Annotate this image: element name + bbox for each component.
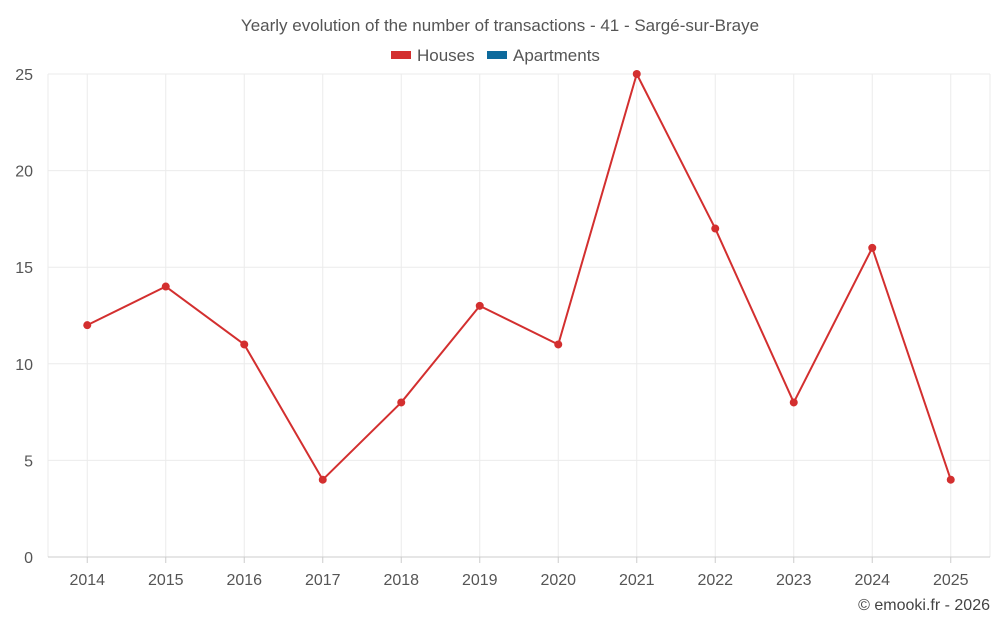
x-tick-label: 2018 [383,572,419,589]
legend: Houses Apartments [391,46,600,65]
x-tick-label: 2022 [697,572,733,589]
data-point-houses-2024[interactable] [868,243,877,252]
data-point-houses-2021[interactable] [632,70,641,78]
y-tick-label: 5 [24,453,33,470]
legend-swatch-houses [391,51,411,59]
data-point-houses-2017[interactable] [318,475,327,484]
x-tick-label: 2023 [776,572,812,589]
x-tick-label: 2019 [462,572,498,589]
chart-title: Yearly evolution of the number of transa… [241,16,759,35]
x-tick-label: 2015 [148,572,184,589]
x-tick-label: 2014 [69,572,105,589]
x-tick-label: 2025 [933,572,969,589]
legend-item-apartments[interactable]: Apartments [487,46,600,65]
y-tick-label: 10 [15,357,33,374]
grid [47,73,991,557]
legend-item-houses[interactable]: Houses [391,46,475,65]
y-tick-label: 20 [15,164,33,181]
y-tick-label: 0 [24,550,33,567]
data-point-houses-2016[interactable] [240,340,249,349]
data-point-houses-2020[interactable] [554,340,563,349]
x-tick-label: 2017 [305,572,341,589]
legend-swatch-apartments [487,51,507,59]
series [83,70,955,484]
data-point-houses-2025[interactable] [946,475,955,484]
y-tick-label: 15 [15,260,33,277]
data-point-houses-2019[interactable] [475,301,484,310]
credit-text: © emooki.fr - 2026 [858,597,990,614]
data-point-houses-2023[interactable] [789,398,798,407]
x-tick-label: 2021 [619,572,655,589]
legend-label-apartments: Apartments [513,46,600,65]
series-line-houses [86,73,952,481]
data-point-houses-2015[interactable] [161,282,170,291]
data-point-houses-2018[interactable] [397,398,406,407]
y-tick-label: 25 [15,67,33,84]
x-tick-label: 2016 [226,572,262,589]
data-point-houses-2022[interactable] [711,224,720,233]
x-tick-label: 2020 [540,572,576,589]
x-tick-label: 2024 [854,572,890,589]
data-point-houses-2014[interactable] [83,321,92,330]
axes [48,556,990,563]
legend-label-houses: Houses [417,46,475,65]
